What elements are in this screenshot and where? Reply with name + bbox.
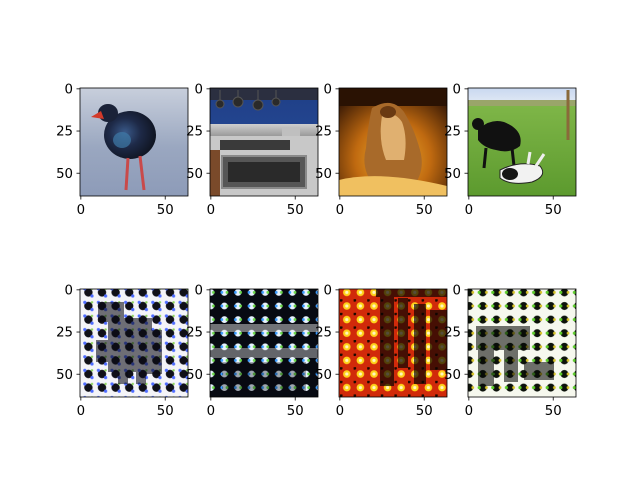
axes-frame	[467, 87, 577, 197]
y-tick-label: 25	[56, 125, 73, 140]
x-tick-label: 0	[77, 404, 85, 419]
axes-3: 0 50 0 25 50	[444, 82, 577, 218]
axes-2: 0 50 0 25 50	[315, 82, 448, 218]
axes-6: 0 50 0 25 50	[315, 283, 448, 419]
panel-image-lizard	[339, 88, 447, 196]
y-tick-label: 50	[444, 368, 461, 383]
axes-0: 0 50 0 25 50	[56, 82, 189, 218]
y-tick-label: 50	[186, 167, 203, 182]
y-tick-label: 0	[324, 82, 332, 97]
y-tick-label: 0	[65, 283, 73, 298]
x-tick-label: 0	[207, 203, 215, 218]
y-tick-label: 0	[195, 283, 203, 298]
y-tick-label: 0	[65, 82, 73, 97]
y-tick-label: 50	[315, 167, 332, 182]
y-tick-label: 0	[195, 82, 203, 97]
x-tick-label: 0	[77, 203, 85, 218]
x-tick-label: 0	[336, 203, 344, 218]
y-tick-label: 25	[186, 125, 203, 140]
panel-recon-bird	[80, 289, 188, 397]
y-tick-label: 50	[315, 368, 332, 383]
axes-frame	[209, 288, 319, 398]
x-tick-label: 50	[287, 404, 304, 419]
axes-5: 0 50 0 25 50	[186, 283, 319, 419]
x-tick-label: 0	[336, 404, 344, 419]
y-tick-label: 25	[444, 125, 461, 140]
x-tick-label: 50	[157, 203, 174, 218]
x-tick-label: 50	[157, 404, 174, 419]
y-tick-label: 50	[56, 368, 73, 383]
axes-frame	[467, 288, 577, 398]
y-tick-label: 0	[453, 82, 461, 97]
panel-image-bird	[80, 88, 188, 196]
axes-1: 0 50 0 25 50	[186, 82, 319, 218]
y-tick-label: 50	[444, 167, 461, 182]
y-tick-label: 25	[56, 326, 73, 341]
x-tick-label: 0	[207, 404, 215, 419]
panel-recon-lizard	[339, 289, 447, 397]
panel-recon-dogs	[468, 289, 576, 397]
axes-frame	[209, 87, 319, 197]
y-tick-label: 0	[453, 283, 461, 298]
y-tick-label: 25	[444, 326, 461, 341]
axes-frame	[79, 288, 189, 398]
axes-frame	[79, 87, 189, 197]
panel-image-kitchen	[210, 88, 318, 196]
y-tick-label: 0	[324, 283, 332, 298]
axes-frame	[338, 288, 448, 398]
x-tick-label: 50	[287, 203, 304, 218]
y-tick-label: 50	[56, 167, 73, 182]
x-tick-label: 50	[416, 203, 433, 218]
x-tick-label: 50	[545, 404, 562, 419]
x-tick-label: 50	[545, 203, 562, 218]
panel-image-dogs	[468, 88, 576, 196]
y-tick-label: 25	[315, 125, 332, 140]
panel-recon-kitchen	[210, 289, 318, 397]
y-tick-label: 25	[315, 326, 332, 341]
x-tick-label: 0	[465, 404, 473, 419]
axes-7: 0 50 0 25 50	[444, 283, 577, 419]
axes-4: 0 50 0 25 50	[56, 283, 189, 419]
y-tick-label: 25	[186, 326, 203, 341]
axes-frame	[338, 87, 448, 197]
x-tick-label: 50	[416, 404, 433, 419]
axes-layer: 0 50 0 25 50 0 50 0 25 50 0 50 0 25 50 0 50 0 25 50 0 50 0 25 50…	[56, 82, 577, 419]
x-tick-label: 0	[465, 203, 473, 218]
y-tick-label: 50	[186, 368, 203, 383]
